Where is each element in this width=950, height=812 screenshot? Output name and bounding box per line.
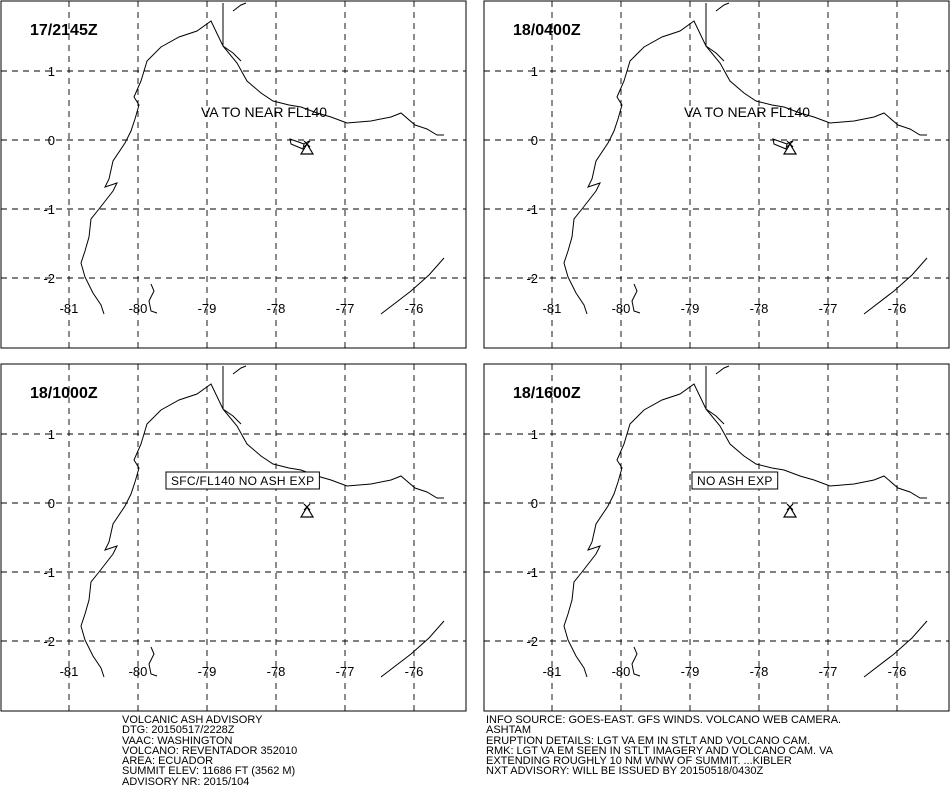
map-panel: -81 -80 -79 -78 -77 -76 1 0 -1 -2 18/1600Z NO ASH E… (483, 363, 950, 712)
lat-tick-label: -1 (526, 565, 538, 580)
footer-line: DTG: 20150517/2228Z (122, 724, 235, 737)
lat-tick-label: -2 (526, 271, 538, 286)
lat-tick-label: 1 (48, 64, 55, 79)
annotation: SFC/FL140 NO ASH EXP (171, 474, 314, 488)
panel-time-label: 18/0400Z (513, 22, 581, 39)
lat-tick-label: 1 (531, 64, 538, 79)
lat-tick-label: 1 (531, 427, 538, 442)
lat-tick-label: 0 (48, 133, 55, 148)
footer-line: INFO SOURCE: GOES-EAST. GFS WINDS. VOLCA… (486, 714, 842, 726)
panel-time-label: 17/2145Z (30, 22, 98, 39)
footer-line: SUMMIT ELEV: 11686 FT (3562 M) (122, 765, 296, 778)
lon-tick-label: -76 (888, 664, 907, 679)
lon-tick-label: -78 (750, 301, 769, 316)
footer-left: VOLCANIC ASH ADVISORY DTG: 20150517/2228Z… (122, 714, 298, 788)
lon-tick-label: -78 (267, 664, 286, 679)
footer-line: ASHTAM (486, 724, 532, 737)
lat-tick-label: -2 (43, 634, 55, 649)
lat-tick-label: -1 (43, 202, 55, 217)
map-panel: -81 -80 -79 -78 -77 -76 1 0 -1 -2 18/0400Z VA TO NE… (483, 0, 950, 349)
lon-tick-label: -76 (405, 301, 424, 316)
lon-tick-label: -80 (612, 664, 631, 679)
lat-tick-label: 0 (48, 496, 55, 511)
panel-time-label: 18/1600Z (513, 385, 581, 402)
lat-tick-label: -1 (43, 565, 55, 580)
map-panels: -81 -80 -79 -78 -77 -76 1 0 -1 -2 17/2145Z VA TO NE… (0, 0, 950, 712)
annotation: VA TO NEAR FL140 (201, 104, 327, 120)
panel-time-label: 18/1000Z (30, 385, 98, 402)
footer-line: ADVISORY NR: 2015/104 (122, 775, 250, 788)
lon-tick-label: -79 (681, 664, 700, 679)
lat-tick-label: 0 (531, 496, 538, 511)
footer-line: VOLCANIC ASH ADVISORY (122, 714, 263, 726)
lon-tick-label: -81 (543, 301, 562, 316)
footer-line: ERUPTION DETAILS: LGT VA EM IN STLT AND … (486, 734, 811, 747)
lat-tick-label: 0 (531, 133, 538, 148)
footer-line: VOLCANO: REVENTADOR 352010 (122, 744, 298, 757)
lon-tick-label: -78 (267, 301, 286, 316)
annotation-box (165, 471, 320, 490)
footer-line: EXTENDING ROUGHLY 10 NM WNW OF SUMMIT. .… (486, 755, 792, 768)
annotation: NO ASH EXP (697, 474, 773, 488)
lon-tick-label: -80 (129, 664, 148, 679)
footer-line: AREA: ECUADOR (122, 755, 214, 768)
lon-tick-label: -76 (405, 664, 424, 679)
lon-tick-label: -80 (129, 301, 148, 316)
footer-right: INFO SOURCE: GOES-EAST. GFS WINDS. VOLCA… (486, 714, 842, 778)
footer-line: NXT ADVISORY: WILL BE ISSUED BY 20150518… (486, 765, 764, 778)
lon-tick-label: -78 (750, 664, 769, 679)
lon-tick-label: -80 (612, 301, 631, 316)
lon-tick-label: -81 (543, 664, 562, 679)
lon-tick-label: -79 (681, 301, 700, 316)
lat-tick-label: -1 (526, 202, 538, 217)
lon-tick-label: -76 (888, 301, 907, 316)
lon-tick-label: -79 (198, 664, 217, 679)
lat-tick-label: -2 (526, 634, 538, 649)
lat-tick-label: -2 (43, 271, 55, 286)
lon-tick-label: -77 (819, 301, 838, 316)
footer-line: RMK: LGT VA EM SEEN IN STLT IMAGERY AND … (486, 744, 833, 757)
lon-tick-label: -77 (336, 664, 355, 679)
footer-line: VAAC: WASHINGTON (122, 734, 233, 747)
lon-tick-label: -81 (60, 664, 79, 679)
annotation-box (691, 471, 779, 490)
lon-tick-label: -81 (60, 301, 79, 316)
lon-tick-label: -79 (198, 301, 217, 316)
ash-arrow (772, 138, 793, 150)
map-panel: -81 -80 -79 -78 -77 -76 1 0 -1 -2 18/1000Z SFC/FL14… (0, 363, 467, 712)
annotation: VA TO NEAR FL140 (684, 104, 810, 120)
map-panel: -81 -80 -79 -78 -77 -76 1 0 -1 -2 17/2145Z VA TO NE… (0, 0, 467, 349)
lat-tick-label: 1 (48, 427, 55, 442)
lon-tick-label: -77 (819, 664, 838, 679)
ash-arrow (289, 138, 310, 150)
lon-tick-label: -77 (336, 301, 355, 316)
